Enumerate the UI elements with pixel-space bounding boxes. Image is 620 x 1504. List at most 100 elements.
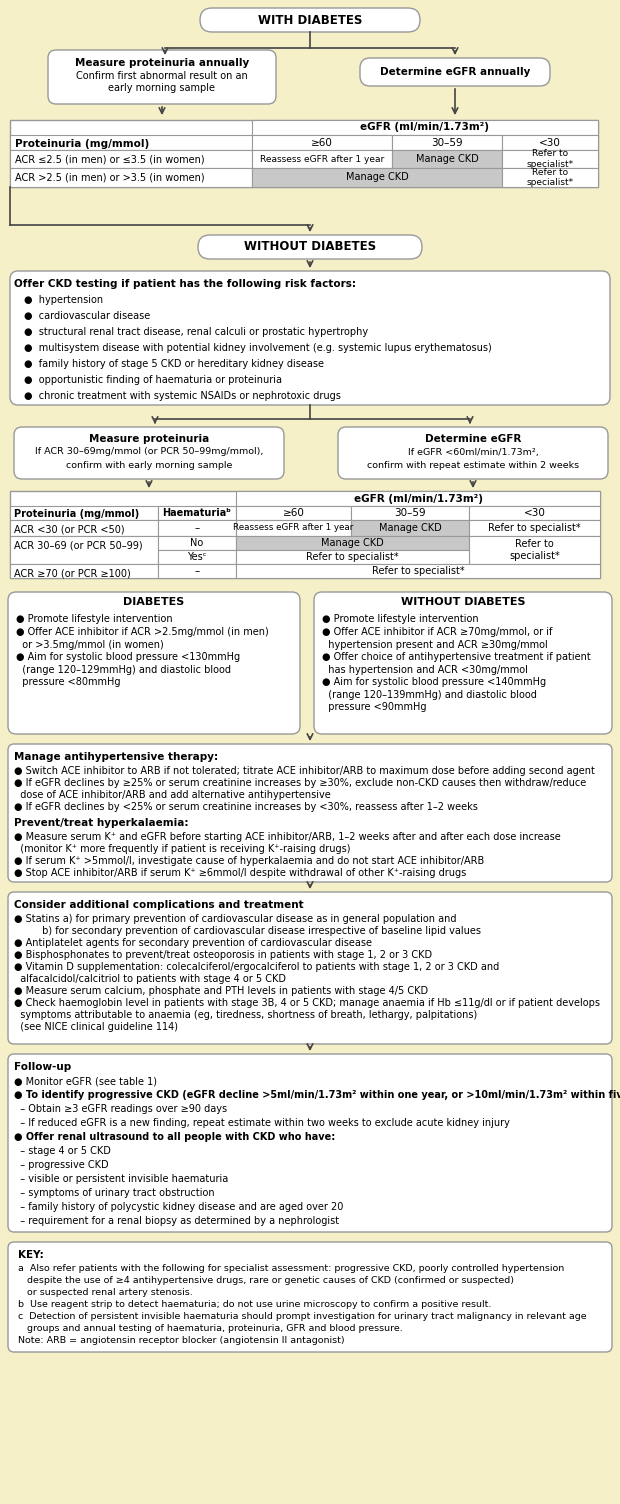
Bar	[502, 135, 598, 150]
FancyBboxPatch shape	[14, 427, 284, 478]
Text: Prevent/treat hyperkalaemia:: Prevent/treat hyperkalaemia:	[14, 818, 188, 829]
Text: alfacalcidol/calcitriol to patients with stage 4 or 5 CKD: alfacalcidol/calcitriol to patients with…	[14, 975, 286, 984]
Text: b) for secondary prevention of cardiovascular disease irrespective of baseline l: b) for secondary prevention of cardiovas…	[14, 926, 481, 935]
Text: ≥60: ≥60	[283, 508, 304, 517]
Text: ●  opportunistic finding of haematuria or proteinuria: ● opportunistic finding of haematuria or…	[24, 374, 282, 385]
Text: (range 120–129mmHg) and diastolic blood: (range 120–129mmHg) and diastolic blood	[16, 665, 231, 675]
Text: Reassess eGFR after 1 year: Reassess eGFR after 1 year	[233, 523, 353, 532]
FancyBboxPatch shape	[10, 271, 610, 405]
FancyBboxPatch shape	[314, 593, 612, 734]
Text: – Obtain ≥3 eGFR readings over ≥90 days: – Obtain ≥3 eGFR readings over ≥90 days	[14, 1104, 227, 1114]
Text: No: No	[190, 538, 203, 547]
Text: confirm with early morning sample: confirm with early morning sample	[66, 460, 232, 469]
Text: Measure proteinuria: Measure proteinuria	[89, 435, 209, 444]
Text: Refer to specialist*: Refer to specialist*	[488, 523, 581, 532]
FancyBboxPatch shape	[360, 59, 550, 86]
Text: If eGFR <60ml/min/1.73m²,: If eGFR <60ml/min/1.73m²,	[407, 448, 538, 457]
FancyBboxPatch shape	[8, 1242, 612, 1352]
Bar	[351, 520, 469, 535]
Text: Manage antihypertensive therapy:: Manage antihypertensive therapy:	[14, 752, 218, 763]
Text: ● Aim for systolic blood pressure <130mmHg: ● Aim for systolic blood pressure <130mm…	[16, 653, 240, 662]
FancyBboxPatch shape	[200, 8, 420, 32]
Bar	[252, 150, 392, 168]
Text: – family history of polycystic kidney disease and are aged over 20: – family history of polycystic kidney di…	[14, 1202, 343, 1212]
Text: ● Switch ACE inhibitor to ARB if not tolerated; titrate ACE inhibitor/ARB to max: ● Switch ACE inhibitor to ARB if not tol…	[14, 766, 595, 776]
Bar	[158, 535, 236, 550]
Text: Reassess eGFR after 1 year: Reassess eGFR after 1 year	[260, 155, 384, 164]
Text: ACR 30–69 (or PCR 50–99): ACR 30–69 (or PCR 50–99)	[14, 540, 143, 550]
Text: ● If serum K⁺ >5mmol/l, investigate cause of hyperkalaemia and do not start ACE : ● If serum K⁺ >5mmol/l, investigate caus…	[14, 856, 484, 866]
Text: Refer to specialist*: Refer to specialist*	[371, 566, 464, 576]
Text: – progressive CKD: – progressive CKD	[14, 1160, 108, 1170]
Text: Manage CKD: Manage CKD	[321, 538, 384, 547]
Bar	[252, 120, 598, 135]
Text: ● Check haemoglobin level in patients with stage 3B, 4 or 5 CKD; manage anaemia : ● Check haemoglobin level in patients wi…	[14, 999, 600, 1008]
Text: ● Statins a) for primary prevention of cardiovascular disease as in general popu: ● Statins a) for primary prevention of c…	[14, 914, 456, 923]
Text: <30: <30	[539, 137, 561, 147]
Text: or suspected renal artery stenosis.: or suspected renal artery stenosis.	[18, 1287, 193, 1296]
Text: ACR <30 (or PCR <50): ACR <30 (or PCR <50)	[14, 523, 125, 534]
Text: ● If eGFR declines by <25% or serum creatinine increases by <30%, reassess after: ● If eGFR declines by <25% or serum crea…	[14, 802, 478, 812]
Bar	[236, 490, 600, 505]
Text: (monitor K⁺ more frequently if patient is receiving K⁺-raising drugs): (monitor K⁺ more frequently if patient i…	[14, 844, 350, 854]
Bar	[236, 564, 600, 578]
Bar	[158, 564, 236, 578]
Bar	[469, 535, 600, 564]
Text: b  Use reagent strip to detect haematuria; do not use urine microscopy to confir: b Use reagent strip to detect haematuria…	[18, 1299, 492, 1308]
Text: Proteinuria (mg/mmol): Proteinuria (mg/mmol)	[15, 138, 149, 149]
Bar	[469, 505, 600, 520]
Text: c  Detection of persistent invisible haematuria should prompt investigation for : c Detection of persistent invisible haem…	[18, 1311, 587, 1321]
Bar	[392, 135, 502, 150]
Text: Measure proteinuria annually: Measure proteinuria annually	[75, 59, 249, 68]
Text: Consider additional complications and treatment: Consider additional complications and tr…	[14, 899, 304, 910]
Bar	[252, 168, 502, 186]
Bar	[10, 120, 598, 186]
Text: Offer CKD testing if patient has the following risk factors:: Offer CKD testing if patient has the fol…	[14, 280, 356, 289]
FancyBboxPatch shape	[8, 593, 300, 734]
Text: 30–59: 30–59	[394, 508, 426, 517]
FancyBboxPatch shape	[8, 892, 612, 1044]
Text: ACR ≤2.5 (in men) or ≤3.5 (in women): ACR ≤2.5 (in men) or ≤3.5 (in women)	[15, 155, 205, 165]
Text: ● Monitor eGFR (see table 1): ● Monitor eGFR (see table 1)	[14, 1075, 157, 1086]
FancyBboxPatch shape	[338, 427, 608, 478]
Bar	[392, 150, 502, 168]
FancyBboxPatch shape	[8, 1054, 612, 1232]
Text: ● Measure serum calcium, phosphate and PTH levels in patients with stage 4/5 CKD: ● Measure serum calcium, phosphate and P…	[14, 987, 428, 996]
Text: ●  structural renal tract disease, renal calculi or prostatic hypertrophy: ● structural renal tract disease, renal …	[24, 326, 368, 337]
Text: KEY:: KEY:	[18, 1250, 44, 1260]
Text: ● Offer ACE inhibitor if ACR ≥70mg/mmol, or if: ● Offer ACE inhibitor if ACR ≥70mg/mmol,…	[322, 627, 552, 638]
Text: ●  multisystem disease with potential kidney involvement (e.g. systemic lupus er: ● multisystem disease with potential kid…	[24, 343, 492, 353]
Text: ● Antiplatelet agents for secondary prevention of cardiovascular disease: ● Antiplatelet agents for secondary prev…	[14, 938, 372, 948]
Text: ●  chronic treatment with systemic NSAIDs or nephrotoxic drugs: ● chronic treatment with systemic NSAIDs…	[24, 391, 341, 402]
Text: Refer to
specialist*: Refer to specialist*	[509, 540, 560, 561]
Text: – If reduced eGFR is a new finding, repeat estimate within two weeks to exclude : – If reduced eGFR is a new finding, repe…	[14, 1117, 510, 1128]
Text: Confirm first abnormal result on an: Confirm first abnormal result on an	[76, 71, 248, 81]
Bar	[10, 535, 158, 564]
Text: – stage 4 or 5 CKD: – stage 4 or 5 CKD	[14, 1146, 111, 1157]
Bar	[502, 168, 598, 186]
Text: (range 120–139mmHg) and diastolic blood: (range 120–139mmHg) and diastolic blood	[322, 690, 537, 699]
Text: –: –	[195, 566, 200, 576]
Text: ● Stop ACE inhibitor/ARB if serum K⁺ ≥6mmol/l despite withdrawal of other K⁺-rai: ● Stop ACE inhibitor/ARB if serum K⁺ ≥6m…	[14, 868, 466, 878]
Text: Haematuriaᵇ: Haematuriaᵇ	[162, 508, 231, 517]
Text: ● Promote lifestyle intervention: ● Promote lifestyle intervention	[322, 614, 479, 624]
Bar	[10, 135, 252, 150]
Bar	[236, 505, 351, 520]
Text: WITHOUT DIABETES: WITHOUT DIABETES	[244, 241, 376, 254]
FancyBboxPatch shape	[198, 235, 422, 259]
Text: If ACR 30–69mg/mmol (or PCR 50–99mg/mmol),: If ACR 30–69mg/mmol (or PCR 50–99mg/mmol…	[35, 448, 263, 457]
Text: –: –	[195, 523, 200, 532]
Text: pressure <80mmHg: pressure <80mmHg	[16, 677, 120, 687]
Text: eGFR (ml/min/1.73m²): eGFR (ml/min/1.73m²)	[353, 493, 482, 504]
Bar	[236, 550, 469, 564]
Bar	[158, 505, 236, 520]
Text: ●  family history of stage 5 CKD or hereditary kidney disease: ● family history of stage 5 CKD or hered…	[24, 359, 324, 368]
Text: ≥60: ≥60	[311, 137, 333, 147]
Bar	[252, 135, 392, 150]
Text: ● Offer ACE inhibitor if ACR >2.5mg/mmol (in men): ● Offer ACE inhibitor if ACR >2.5mg/mmol…	[16, 627, 268, 638]
Text: groups and annual testing of haematuria, proteinuria, GFR and blood pressure.: groups and annual testing of haematuria,…	[18, 1324, 403, 1333]
Text: <30: <30	[523, 508, 546, 517]
Text: – symptoms of urinary tract obstruction: – symptoms of urinary tract obstruction	[14, 1188, 215, 1199]
Text: Refer to specialist*: Refer to specialist*	[306, 552, 399, 562]
Text: Follow-up: Follow-up	[14, 1062, 71, 1072]
